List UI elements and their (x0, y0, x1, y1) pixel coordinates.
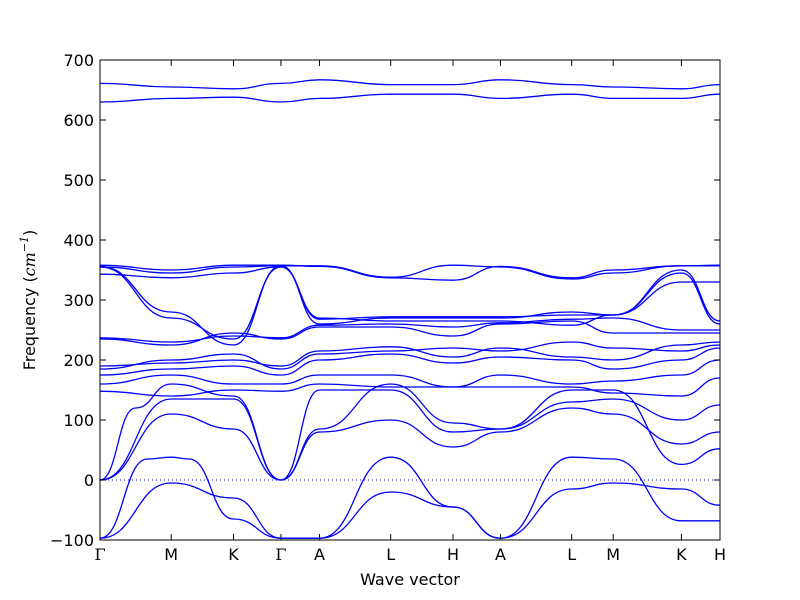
band-line-4 (99, 383, 721, 481)
plot-frame (99, 59, 721, 541)
x-axis-label: Wave vector (360, 570, 460, 589)
y-axis-label: Frequency (cm−1) (18, 230, 39, 371)
y-tick-label: 400 (63, 231, 94, 250)
band-line-13 (99, 266, 720, 326)
x-tick-label: H (714, 545, 726, 564)
band-line-3 (99, 407, 721, 481)
axes (99, 59, 721, 541)
y-axis-label-unit: cm (20, 252, 39, 276)
band-line-11 (99, 320, 720, 346)
x-tick-label: A (495, 545, 506, 564)
x-tick-label: A (314, 545, 325, 564)
band-line-2 (99, 456, 720, 539)
y-axis-label-main: Frequency ( (20, 276, 39, 370)
band-line-5 (99, 383, 721, 481)
band-line-18 (99, 93, 721, 103)
y-tick-label: 600 (63, 111, 94, 130)
band-line-17 (99, 266, 721, 340)
band-line-6 (99, 377, 721, 397)
x-tick-label: M (606, 545, 620, 564)
band-line-19 (99, 79, 721, 90)
x-tick-label: L (386, 545, 395, 564)
x-tick-label: K (228, 545, 239, 564)
y-axis-label-sup: −1 (18, 236, 31, 252)
x-tick-label: M (164, 545, 178, 564)
x-tick-label: K (676, 545, 687, 564)
band-line-14 (99, 264, 720, 280)
y-tick-label: 300 (63, 291, 94, 310)
band-lines (99, 79, 721, 539)
x-tick-label: Γ (94, 545, 105, 564)
band-line-7 (99, 359, 721, 388)
band-line-10 (99, 341, 721, 367)
y-tick-label: −100 (50, 531, 94, 550)
y-tick-label: 0 (84, 471, 94, 490)
y-ticks: −100 0 100 200 300 400 500 600 700 (50, 51, 720, 550)
y-tick-label: 500 (63, 171, 94, 190)
band-line-1 (99, 482, 721, 539)
band-line-8 (99, 347, 721, 376)
y-tick-label: 200 (63, 351, 94, 370)
y-tick-label: 700 (63, 51, 94, 70)
y-tick-label: 100 (63, 411, 94, 430)
y-axis-label-close: ) (20, 230, 39, 236)
x-tick-label: H (447, 545, 459, 564)
band-line-9 (99, 341, 721, 370)
band-line-15 (99, 264, 721, 281)
x-tick-label: L (567, 545, 576, 564)
x-tick-label: Γ (275, 545, 286, 564)
